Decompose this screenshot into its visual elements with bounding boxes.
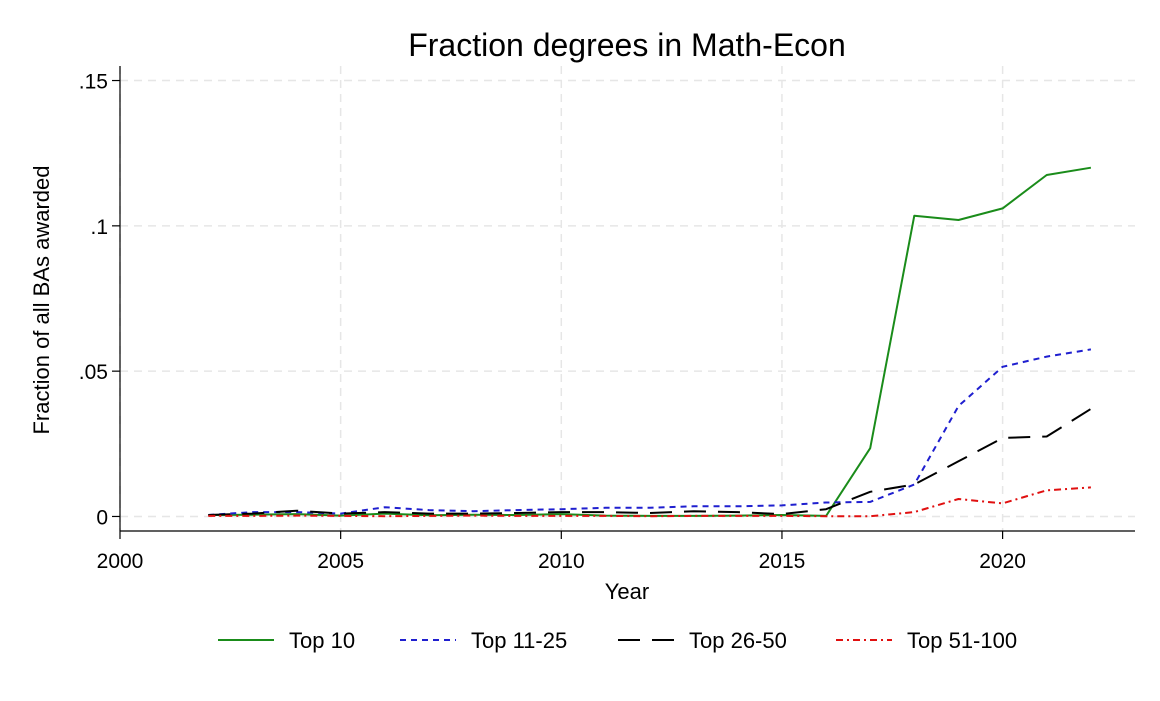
series-line-top-26-50: [208, 408, 1092, 516]
y-tick-label: .1: [90, 216, 108, 239]
series-line-top-11-25: [208, 348, 1092, 516]
axes: 0 .05 .1 .15 2000 2005 2010 2015 2020: [79, 66, 1135, 573]
x-tick-label: 2015: [759, 550, 806, 573]
series-line-top-51-100: [208, 486, 1091, 518]
chart-title: Fraction degrees in Math-Econ: [408, 27, 846, 63]
series-line-top-10: [208, 166, 1092, 517]
y-axis-label: Fraction of all BAs awarded: [29, 165, 54, 434]
y-tick-label: 0: [96, 506, 108, 529]
x-tick-label: 2010: [538, 550, 585, 573]
legend-label: Top 10: [289, 628, 355, 653]
x-tick-label: 2020: [979, 550, 1026, 573]
x-tick-label: 2000: [97, 550, 144, 573]
y-tick-label: .05: [79, 361, 108, 384]
grid-lines: [119, 66, 1135, 531]
y-tick-label: .15: [79, 71, 108, 94]
legend-label: Top 11-25: [471, 628, 567, 653]
legend: Top 10 Top 11-25 Top 26-50 Top 51-100: [218, 628, 1017, 653]
legend-label: Top 26-50: [689, 628, 787, 653]
legend-label: Top 51-100: [907, 628, 1017, 653]
series-lines: [208, 166, 1092, 518]
x-axis-label: Year: [605, 579, 649, 604]
x-tick-label: 2005: [317, 550, 364, 573]
